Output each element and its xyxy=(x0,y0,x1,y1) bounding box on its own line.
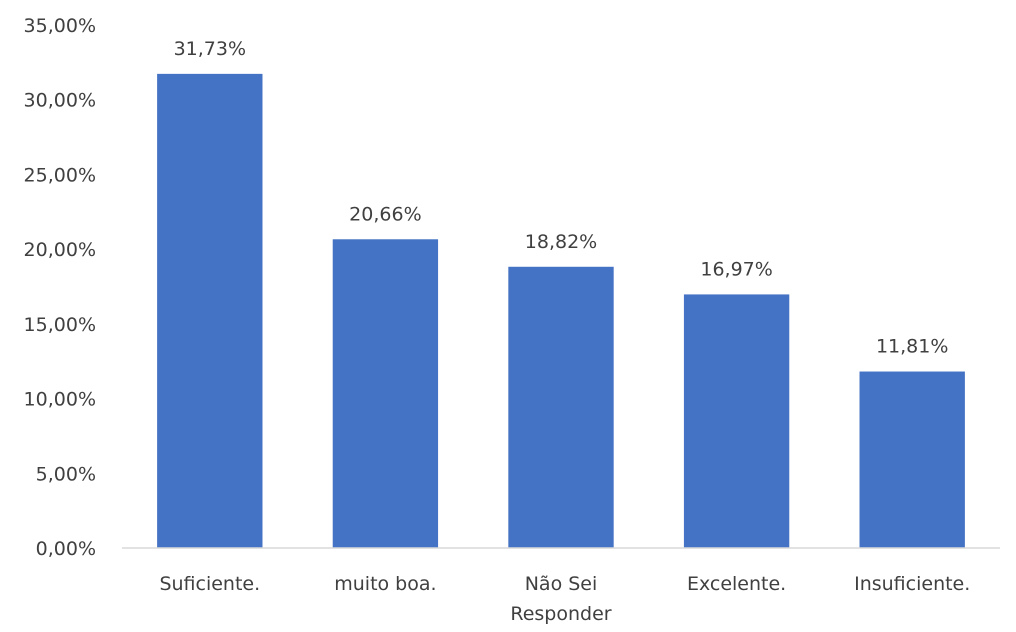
y-tick-label: 35,00% xyxy=(24,15,96,37)
data-label: 16,97% xyxy=(700,258,772,280)
y-tick-label: 10,00% xyxy=(24,389,96,411)
y-tick-label: 15,00% xyxy=(24,314,96,336)
category-label: muito boa. xyxy=(334,573,436,595)
bar xyxy=(332,239,439,548)
data-labels: 31,73% 20,66% 18,82% 16,97% 11,81% xyxy=(174,38,949,358)
y-tick-label: 0,00% xyxy=(36,538,96,560)
data-label: 20,66% xyxy=(349,203,421,225)
bar xyxy=(157,73,263,548)
bars xyxy=(157,73,965,548)
data-label: 11,81% xyxy=(876,336,948,358)
y-tick-label: 20,00% xyxy=(24,239,96,261)
x-axis: Suficiente. muito boa. Não Sei Responder Exc… xyxy=(159,573,970,625)
category-label: Excelente. xyxy=(687,573,786,595)
category-label: Insuficiente. xyxy=(854,573,970,595)
bar xyxy=(859,371,965,548)
y-axis: 0,00% 5,00% 10,00% 15,00% 20,00% 25,00% 30,00%… xyxy=(24,15,96,560)
y-tick-label: 25,00% xyxy=(24,164,96,186)
category-label: Suficiente. xyxy=(159,573,260,595)
bar xyxy=(683,294,790,548)
y-tick-label: 30,00% xyxy=(24,90,96,112)
category-label: Não Sei Responder xyxy=(510,573,611,625)
y-tick-label: 5,00% xyxy=(36,463,96,485)
bar xyxy=(508,266,614,548)
data-label: 31,73% xyxy=(174,38,246,60)
data-label: 18,82% xyxy=(525,231,597,253)
